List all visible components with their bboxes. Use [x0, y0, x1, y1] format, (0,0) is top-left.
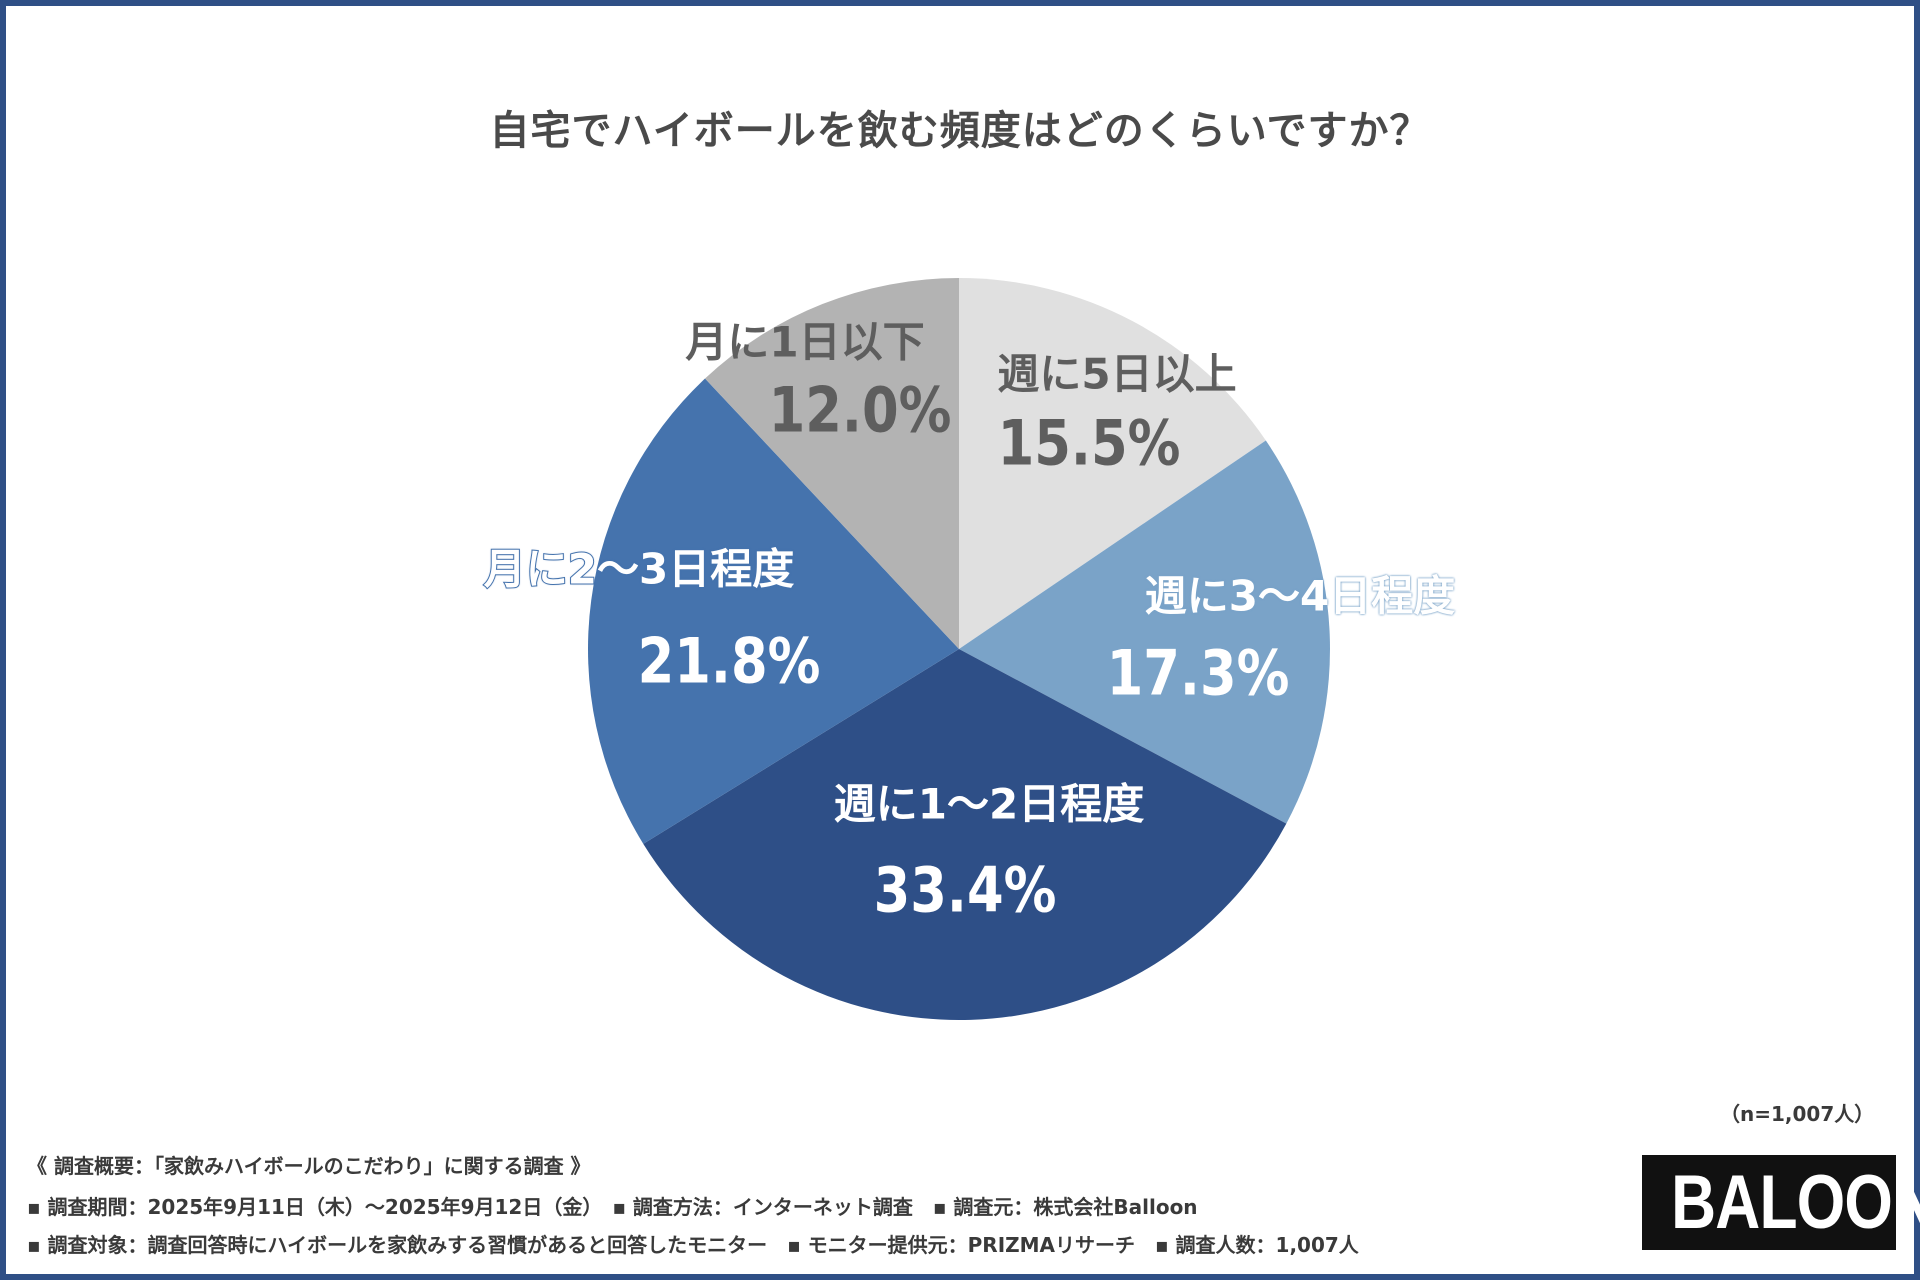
chart-title: 自宅でハイボールを飲む頻度はどのくらいですか？ — [489, 108, 1431, 154]
slice-label-weekly-3-4: 週に3～4日程度 — [1144, 571, 1456, 621]
survey-period-method: ▪ 調査期間：2025年9月11日（木）～2025年9月12日（金） ▪ 調査方… — [27, 1195, 1198, 1219]
slice-label-monthly-2-3: 月に2～3日程度 — [483, 544, 795, 595]
slice-value-weekly-3-4: 17.3% — [1106, 636, 1290, 710]
pie-slice-2 — [643, 649, 1287, 1021]
survey-overview: 《 調査概要：「家飲みハイボールのこだわり」に関する調査 》 — [27, 1154, 591, 1178]
survey-target: ▪ 調査対象：調査回答時にハイボールを家飲みする習慣があると回答したモニター ▪… — [27, 1233, 1359, 1257]
slice-value-monthly-2-3: 21.8% — [637, 624, 821, 698]
slice-label-weekly-5-plus: 週に5日以上 — [997, 349, 1237, 399]
pie-slice-0 — [959, 278, 1266, 649]
slice-value-weekly-1-2: 33.4% — [873, 853, 1057, 927]
slice-label-weekly-1-2: 週に1～2日程度 — [833, 779, 1145, 829]
slice-label-monthly-1-or-less: 月に1日以下 — [685, 317, 925, 367]
baloon-logo: BALOON — [1642, 1155, 1920, 1250]
logo-text: BALOON — [1671, 1160, 1920, 1245]
pie-slice-1 — [959, 440, 1331, 824]
pie-slice-3 — [587, 378, 959, 844]
slice-value-weekly-5-plus: 15.5% — [997, 406, 1181, 480]
sample-size: （n=1,007人） — [1720, 1102, 1875, 1126]
pie-slice-4 — [705, 278, 959, 649]
slice-value-monthly-1-or-less: 12.0% — [768, 373, 952, 447]
